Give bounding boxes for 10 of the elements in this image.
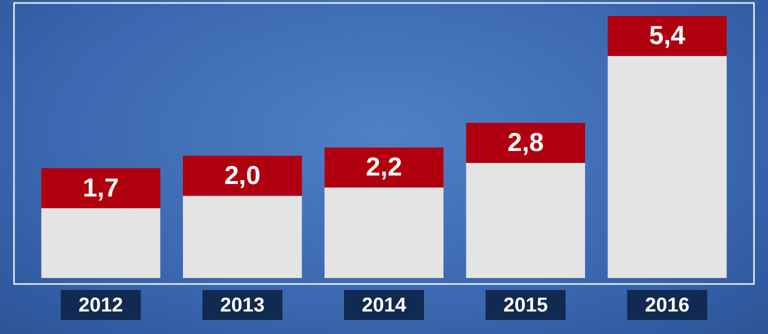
data-label: 2,0	[224, 160, 260, 190]
x-tick-label: 2016	[644, 294, 690, 317]
x-tick-label: 2012	[78, 294, 124, 317]
x-tick-label: 2015	[503, 294, 548, 317]
data-label: 2,2	[366, 152, 402, 182]
data-label: 2,8	[508, 127, 544, 158]
x-tick-label: 2014	[362, 294, 408, 317]
data-label: 5,4	[649, 20, 686, 50]
x-tick-label: 2013	[220, 294, 265, 317]
data-label: 1,7	[82, 172, 119, 202]
